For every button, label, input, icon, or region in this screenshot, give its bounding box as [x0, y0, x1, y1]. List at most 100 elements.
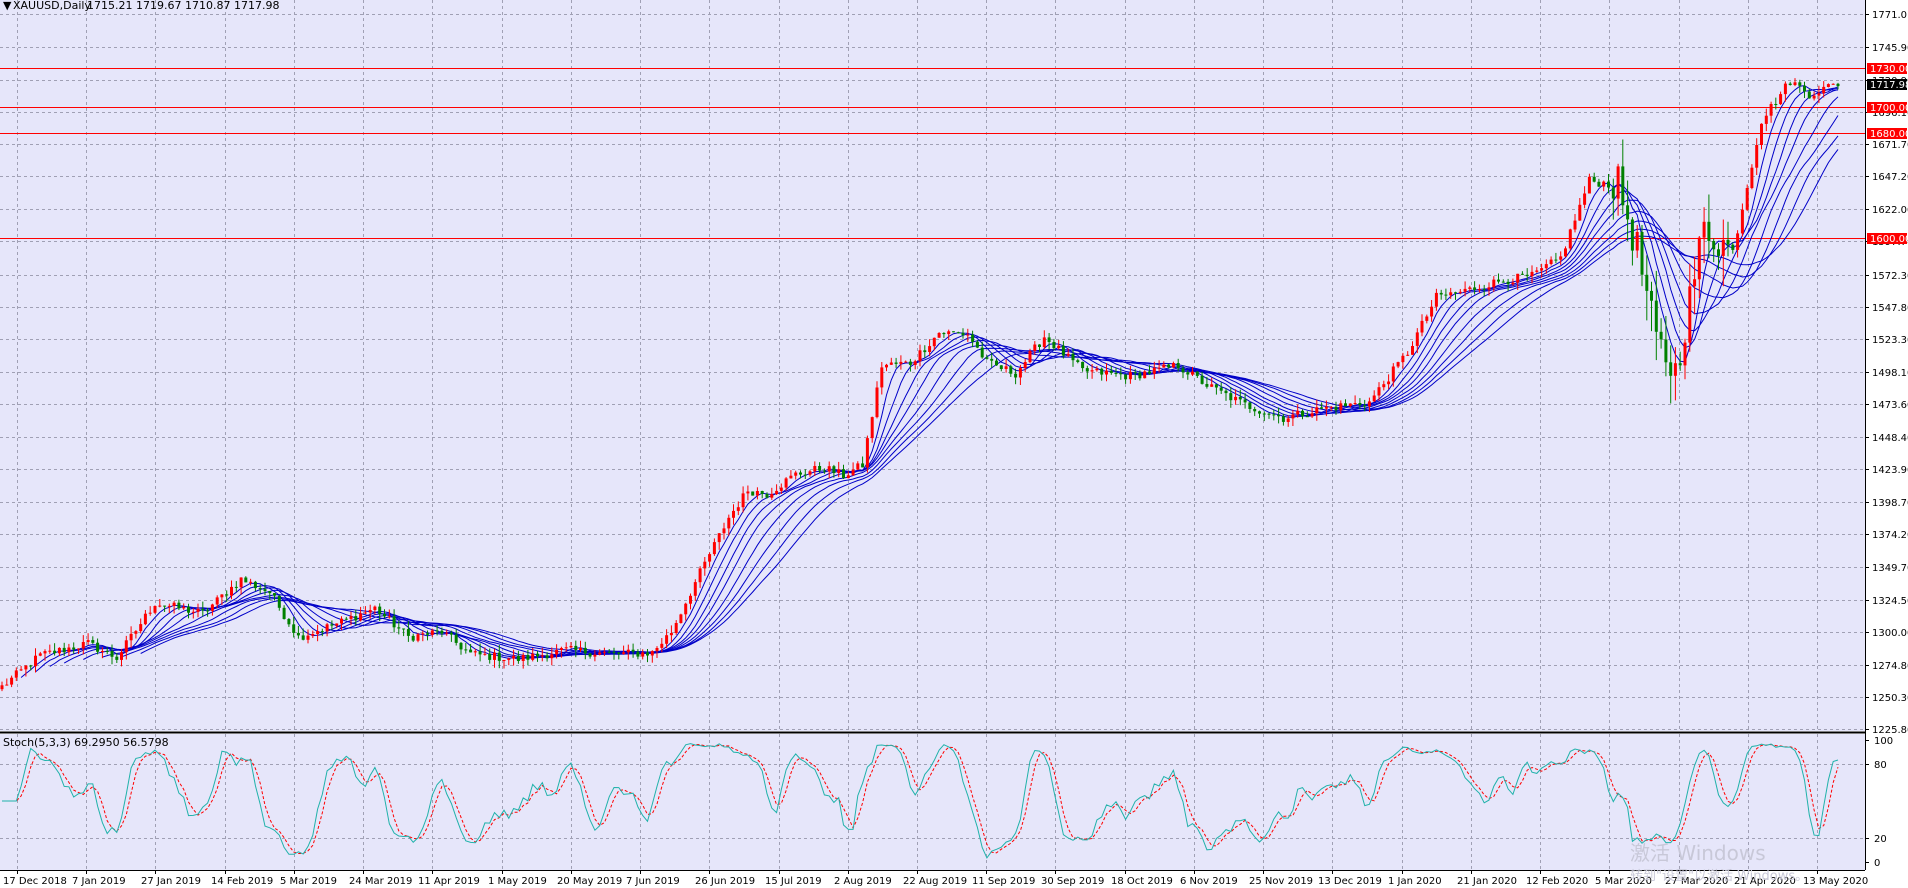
date-tick-label: 17 Dec 2018: [3, 876, 67, 887]
candle-body: [1143, 371, 1147, 379]
moving-average-line: [121, 135, 1839, 658]
candle-body: [736, 507, 740, 511]
candle-body: [617, 652, 621, 654]
candle-body: [148, 612, 152, 614]
candle-body: [1559, 256, 1563, 260]
candle-body: [1253, 409, 1257, 412]
candle-body: [263, 589, 267, 592]
candle-body: [1028, 351, 1032, 363]
chart-ohlc-values: 1715.21 1719.67 1710.87 1717.98: [87, 0, 279, 12]
candle-body: [0, 685, 4, 690]
candle-body: [1645, 274, 1649, 291]
candle-body: [531, 653, 535, 660]
candle-body: [1038, 344, 1041, 347]
candle-body: [1616, 166, 1620, 199]
date-tick-label: 1 Jan 2020: [1388, 876, 1442, 887]
candle-body: [86, 640, 90, 642]
candle-body: [1817, 93, 1821, 96]
candle-body: [990, 358, 994, 361]
symbol-dropdown-icon[interactable]: ▼: [3, 0, 12, 12]
candle-body: [426, 633, 429, 635]
candle-body: [249, 581, 253, 583]
candle-body: [416, 634, 420, 641]
candle-body: [1826, 84, 1830, 87]
candle-body: [1702, 221, 1706, 238]
candle-body: [1310, 413, 1314, 417]
date-tick-label: 2 Aug 2019: [834, 876, 892, 887]
candle-body: [1822, 86, 1826, 94]
candle-body: [258, 588, 262, 589]
candle-body: [579, 647, 582, 650]
candle-body: [1697, 237, 1701, 280]
candle-body: [789, 475, 793, 479]
candle-body: [383, 614, 386, 617]
candle-body: [1133, 372, 1137, 374]
candle-body: [755, 491, 759, 496]
candle-body: [727, 517, 731, 529]
moving-average-line: [140, 149, 1839, 655]
candle-body: [708, 554, 712, 562]
candle-body: [1444, 294, 1448, 296]
candle-body: [622, 652, 626, 654]
candle-body: [1377, 387, 1381, 396]
candle-body: [674, 623, 678, 633]
moving-average-line: [102, 115, 1839, 658]
candle-body: [1291, 414, 1295, 419]
candle-body: [1052, 342, 1056, 349]
candle-body: [1138, 372, 1142, 379]
price-plot-area[interactable]: [0, 0, 1865, 731]
candle-body: [445, 632, 449, 634]
candle-body: [100, 651, 104, 652]
candle-body: [282, 607, 286, 619]
candle-body: [1100, 368, 1104, 375]
candle-body: [1387, 381, 1391, 385]
candle-body: [626, 649, 630, 653]
candle-body: [1114, 373, 1118, 374]
stoch-plot-area[interactable]: [0, 734, 1865, 870]
candle-body: [440, 630, 444, 634]
candle-body: [14, 670, 18, 678]
candle-body: [932, 337, 936, 347]
candle-body: [1779, 94, 1783, 105]
candle-body: [1769, 104, 1773, 116]
candle-body: [340, 618, 343, 624]
candle-body: [1477, 289, 1481, 291]
price-tick-label: 1771.0: [1872, 10, 1907, 21]
date-tick-label: 21 Jan 2020: [1457, 876, 1517, 887]
candle-body: [751, 491, 755, 496]
candle-body: [1683, 342, 1687, 366]
candle-body: [779, 487, 783, 491]
price-tick-label: 1647.20: [1872, 172, 1908, 183]
candle-body: [43, 651, 47, 654]
candle-body: [1085, 368, 1089, 372]
price-tick-label: 1622.00: [1872, 205, 1908, 216]
candle-body: [230, 586, 233, 596]
date-tick-label: 5 Mar 2020: [1595, 876, 1652, 887]
candle-body: [459, 642, 463, 650]
candle-body: [1018, 368, 1022, 378]
candle-body: [1401, 355, 1405, 363]
candle-body: [96, 642, 100, 652]
candle-body: [1248, 402, 1252, 409]
price-tick-label: 1671.70: [1872, 140, 1908, 151]
candle-body: [454, 634, 458, 643]
candle-body: [569, 645, 573, 648]
candle-body: [712, 542, 716, 555]
candle-body: [832, 466, 836, 473]
candle-body: [1162, 364, 1166, 368]
price-tick-label: 1374.20: [1872, 530, 1908, 541]
candle-body: [885, 364, 888, 368]
candle-body: [62, 647, 66, 653]
activation-watermark-hint: 转到"设置"以激活 Windows。: [1630, 869, 1808, 884]
candle-body: [1611, 187, 1615, 199]
candle-body: [1506, 281, 1510, 285]
candle-body: [335, 623, 339, 626]
candle-body: [1176, 363, 1180, 369]
candle-body: [105, 651, 109, 652]
moving-average-line: [83, 96, 1839, 660]
candle-body: [1669, 362, 1673, 376]
candle-body: [91, 640, 95, 643]
candle-body: [1511, 282, 1515, 285]
candle-body: [593, 654, 597, 657]
